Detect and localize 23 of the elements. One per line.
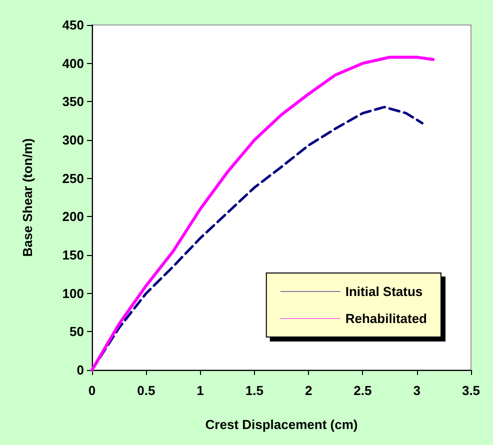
legend-label: Rehabilitated (345, 311, 428, 326)
y-tick-label: 150 (62, 248, 84, 262)
x-tick-label: 2 (304, 383, 312, 398)
y-tick-label: 400 (62, 56, 84, 71)
y-tick-label: 300 (62, 132, 84, 148)
y-tick-label: 200 (62, 209, 84, 224)
y-tick-label: 100 (62, 286, 84, 301)
x-tick-label: 1.5 (245, 383, 264, 398)
x-tick-label: 3 (413, 383, 420, 398)
legend-label: Initial Status (345, 284, 423, 299)
y-axis-title: Base Shear (ton/m) (20, 138, 35, 257)
x-tick-label: 0 (88, 383, 96, 398)
y-tick-label: 250 (62, 170, 84, 186)
x-tick-label: 2.5 (354, 383, 372, 398)
x-tick-label: 1 (196, 383, 204, 398)
y-tick-label: 50 (70, 324, 84, 340)
y-tick-label: 350 (62, 94, 84, 110)
y-tick-label: 450 (62, 18, 84, 32)
x-axis-title: Crest Displacement (cm) (205, 417, 358, 432)
line-series (90, 56, 435, 372)
y-tick-label: 0 (76, 362, 84, 378)
x-tick-label: 3.5 (462, 383, 480, 398)
x-tick-label: 0.5 (137, 383, 156, 398)
